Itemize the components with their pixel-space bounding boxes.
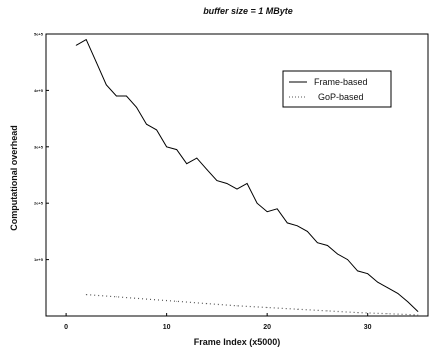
data-point: [236, 188, 238, 190]
x-axis: 0 10 20 30: [64, 313, 372, 331]
data-point: [377, 281, 379, 283]
data-point: [226, 183, 228, 184]
data-point: [337, 253, 338, 255]
data-point: [105, 84, 107, 86]
data-point: [327, 310, 328, 312]
data-point: [206, 303, 208, 304]
data-point: [126, 95, 127, 97]
series-line-gop-based: [86, 294, 418, 316]
data-point: [246, 183, 248, 184]
x-axis-label: Frame Index (x5000): [194, 337, 281, 347]
x-tick-label: 0: [64, 324, 68, 331]
data-point: [196, 157, 198, 159]
y-tick-label: 3e+5: [34, 144, 44, 149]
data-point: [417, 314, 419, 316]
data-point: [276, 208, 278, 210]
legend: Frame-based GoP-based: [282, 70, 392, 108]
data-point: [95, 61, 97, 63]
data-point: [357, 270, 359, 272]
data-point: [367, 273, 369, 275]
y-axis-label: Computational overhead: [9, 125, 19, 231]
data-point: [327, 245, 328, 246]
data-point: [206, 168, 208, 170]
data-point: [146, 298, 147, 300]
data-point: [176, 300, 178, 302]
chart-title: buffer size = 1 MByte: [203, 6, 293, 16]
data-point: [75, 44, 77, 46]
y-tick-label: 1e+5: [34, 257, 44, 262]
data-point: [296, 225, 298, 227]
data-point: [156, 129, 157, 131]
legend-box: [282, 70, 392, 108]
data-point: [146, 123, 147, 125]
data-point: [85, 39, 87, 41]
data-point: [417, 311, 419, 312]
data-point: [266, 307, 268, 308]
legend-label-frame-based: Frame-based: [314, 77, 368, 87]
y-tick-label: 4e+5: [34, 88, 44, 93]
data-point: [166, 146, 168, 148]
x-tick-label: 30: [364, 324, 372, 331]
data-point: [407, 301, 409, 303]
data-point: [387, 313, 389, 315]
x-tick-label: 10: [163, 324, 171, 331]
data-point: [357, 312, 359, 314]
data-point: [85, 294, 87, 295]
data-point: [266, 211, 268, 213]
data-point: [286, 222, 288, 224]
data-point: [387, 287, 389, 289]
legend-label-gop-based: GoP-based: [318, 92, 364, 102]
data-point: [136, 106, 137, 108]
y-tick-label: 2e+5: [34, 201, 44, 206]
plot-frame: [45, 33, 429, 317]
data-point: [186, 163, 188, 165]
x-tick-label: 20: [263, 324, 271, 331]
data-point: [296, 308, 298, 310]
data-point: [115, 296, 117, 298]
data-point: [236, 305, 238, 307]
data-point: [347, 259, 348, 260]
y-tick-label: 5e+5: [34, 32, 44, 37]
data-point: [306, 231, 308, 232]
data-point: [176, 149, 178, 151]
series-layer: [75, 38, 419, 316]
data-point: [397, 293, 399, 294]
data-point: [317, 242, 318, 244]
data-point: [256, 202, 258, 204]
data-point: [115, 95, 117, 97]
data-point: [216, 180, 218, 182]
y-axis: 1e+5 2e+5 3e+5 4e+5 5e+5: [34, 32, 49, 262]
